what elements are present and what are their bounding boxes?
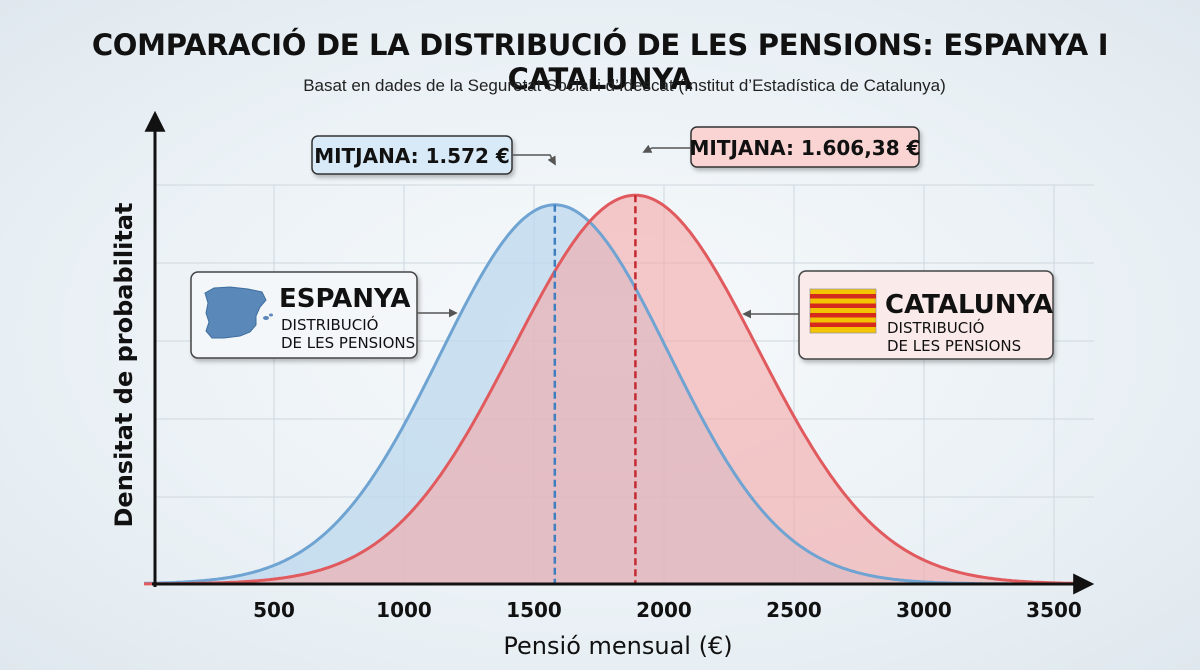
catalonia-mean-box bbox=[690, 126, 920, 168]
spain-mean-pointer bbox=[512, 154, 556, 166]
catalonia-legend-name: CATALUNYA bbox=[885, 290, 1053, 320]
x-tick-label: 3000 bbox=[896, 598, 952, 622]
spain-legend: ESPANYA DISTRIBUCIÓ DE LES PENSIONS bbox=[190, 271, 458, 359]
catalonia-mean-pointer bbox=[642, 144, 691, 153]
x-tick-label: 2000 bbox=[636, 598, 692, 622]
spain-legend-line1: DISTRIBUCIÓ bbox=[281, 315, 378, 334]
catalonia-distribution-curve bbox=[144, 193, 1081, 586]
catalan-flag-icon bbox=[809, 288, 877, 334]
spain-legend-name: ESPANYA bbox=[279, 284, 411, 314]
catalonia-legend: CATALUNYA DISTRIBUCIÓ DE LES PENSIONS bbox=[742, 270, 1054, 360]
catalonia-mean-label: MITJANA: 1.606,38 € bbox=[689, 136, 920, 160]
spain-mean-label: MITJANA: 1.572 € bbox=[314, 144, 510, 168]
spain-legend-line2: DE LES PENSIONS bbox=[281, 334, 415, 352]
spain-mean-callout: MITJANA: 1.572 € bbox=[311, 135, 556, 175]
chart-subtitle: Basat en dades de la Seguretat Social i … bbox=[303, 76, 946, 95]
catalonia-mean-callout: MITJANA: 1.606,38 € bbox=[642, 126, 921, 168]
chart-title: COMPARACIÓ DE LA DISTRIBUCIÓ DE LES PENS… bbox=[91, 28, 1109, 96]
catalonia-legend-line2: DE LES PENSIONS bbox=[887, 337, 1021, 355]
x-axis-label: Pensió mensual (€) bbox=[503, 632, 732, 660]
catalonia-legend-line1: DISTRIBUCIÓ bbox=[887, 318, 984, 337]
y-axis-label: Densitat de probabilitat bbox=[110, 203, 138, 528]
spain-map-icon bbox=[204, 286, 273, 339]
x-tick-label: 500 bbox=[253, 598, 295, 622]
x-tick-labels: 500 1000 1500 2000 2500 3000 3500 bbox=[253, 598, 1082, 622]
x-tick-label: 1000 bbox=[376, 598, 432, 622]
x-tick-label: 3500 bbox=[1026, 598, 1082, 622]
catalonia-distribution-area bbox=[144, 195, 1080, 584]
x-tick-label: 1500 bbox=[506, 598, 562, 622]
x-tick-label: 2500 bbox=[766, 598, 822, 622]
spain-distribution-curve bbox=[143, 203, 1080, 586]
